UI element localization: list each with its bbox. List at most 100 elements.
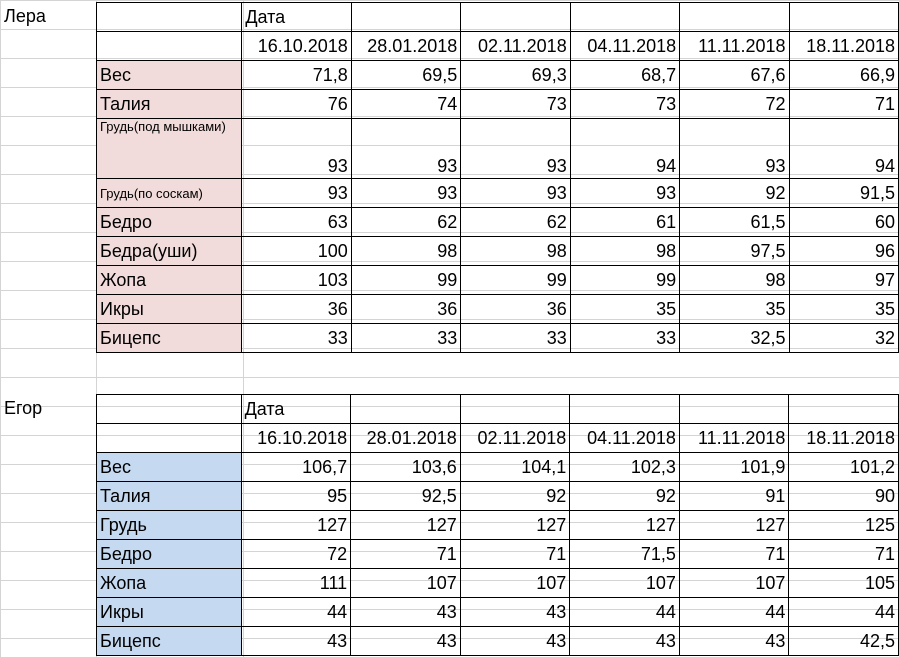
value-cell[interactable]: 69,5 — [350, 60, 462, 90]
value-cell[interactable]: 98 — [350, 236, 462, 266]
value-cell[interactable]: 101,9 — [678, 452, 790, 482]
value-cell[interactable]: 93 — [460, 118, 571, 179]
value-cell[interactable]: 92,5 — [350, 481, 461, 511]
value-cell[interactable]: 90 — [788, 481, 899, 511]
value-cell[interactable]: 127 — [678, 510, 790, 540]
value-cell[interactable]: 61,5 — [679, 207, 790, 237]
value-cell[interactable]: 62 — [350, 207, 462, 237]
date-cell[interactable]: 02.11.2018 — [459, 423, 571, 453]
row-label[interactable]: Грудь — [96, 510, 242, 540]
value-cell[interactable]: 93 — [350, 118, 462, 179]
value-cell[interactable]: 72 — [679, 89, 790, 119]
value-cell[interactable]: 72 — [240, 539, 352, 569]
date-cell[interactable]: 11.11.2018 — [678, 423, 790, 453]
date-cell[interactable]: 02.11.2018 — [460, 31, 571, 61]
value-cell[interactable]: 97,5 — [679, 236, 790, 266]
value-cell[interactable]: 98 — [569, 236, 681, 266]
value-cell[interactable]: 71 — [788, 89, 899, 119]
empty-cell[interactable] — [679, 2, 790, 32]
date-cell[interactable]: 18.11.2018 — [788, 423, 899, 453]
value-cell[interactable]: 71,8 — [241, 60, 352, 90]
value-cell[interactable]: 32,5 — [679, 323, 790, 353]
empty-cell[interactable] — [460, 2, 571, 32]
value-cell[interactable]: 92 — [569, 481, 680, 511]
value-cell[interactable]: 44 — [569, 597, 680, 627]
value-cell[interactable]: 92 — [459, 481, 571, 511]
row-label[interactable]: Бедра(уши) — [95, 236, 243, 266]
value-cell[interactable]: 92 — [679, 178, 790, 208]
row-label[interactable]: Бицепс — [96, 626, 242, 656]
value-cell[interactable]: 101,2 — [788, 452, 899, 482]
value-cell[interactable]: 95 — [240, 481, 352, 511]
egor-name-cell[interactable]: Егор — [4, 398, 43, 418]
value-cell[interactable]: 106,7 — [240, 452, 352, 482]
value-cell[interactable]: 44 — [788, 597, 899, 627]
date-cell[interactable]: 28.01.2018 — [350, 31, 462, 61]
date-cell[interactable]: 04.11.2018 — [569, 423, 680, 453]
value-cell[interactable]: 94 — [788, 118, 899, 179]
value-cell[interactable]: 43 — [459, 626, 571, 656]
value-cell[interactable]: 43 — [459, 597, 571, 627]
value-cell[interactable]: 63 — [241, 207, 352, 237]
row-label[interactable]: Вес — [95, 60, 243, 90]
date-cell[interactable]: 04.11.2018 — [569, 31, 681, 61]
empty-cell[interactable] — [350, 2, 462, 32]
value-cell[interactable]: 44 — [240, 597, 352, 627]
value-cell[interactable]: 71 — [350, 539, 461, 569]
date-cell[interactable]: 16.10.2018 — [241, 31, 352, 61]
value-cell[interactable]: 111 — [240, 568, 352, 598]
row-label[interactable]: Жопа — [96, 568, 242, 598]
empty-cell[interactable] — [95, 31, 243, 61]
row-label[interactable]: Грудь(под мышками) — [95, 118, 243, 179]
value-cell[interactable]: 43 — [569, 626, 680, 656]
value-cell[interactable]: 44 — [678, 597, 790, 627]
value-cell[interactable]: 107 — [350, 568, 461, 598]
value-cell[interactable]: 35 — [788, 294, 899, 324]
value-cell[interactable]: 93 — [241, 178, 352, 208]
value-cell[interactable]: 60 — [788, 207, 899, 237]
value-cell[interactable]: 91,5 — [788, 178, 899, 208]
row-label[interactable]: Жопа — [95, 265, 243, 295]
value-cell[interactable]: 61 — [569, 207, 681, 237]
empty-cell[interactable] — [459, 394, 571, 424]
value-cell[interactable]: 62 — [460, 207, 571, 237]
value-cell[interactable]: 103,6 — [350, 452, 461, 482]
header-date-label[interactable]: Дата — [241, 2, 352, 32]
value-cell[interactable]: 102,3 — [569, 452, 680, 482]
value-cell[interactable]: 104,1 — [459, 452, 571, 482]
value-cell[interactable]: 93 — [241, 118, 352, 179]
value-cell[interactable]: 127 — [240, 510, 352, 540]
value-cell[interactable]: 93 — [460, 178, 571, 208]
value-cell[interactable]: 73 — [569, 89, 681, 119]
value-cell[interactable]: 36 — [241, 294, 352, 324]
value-cell[interactable]: 71,5 — [569, 539, 680, 569]
value-cell[interactable]: 35 — [679, 294, 790, 324]
value-cell[interactable]: 67,6 — [679, 60, 790, 90]
value-cell[interactable]: 99 — [569, 265, 681, 295]
value-cell[interactable]: 98 — [679, 265, 790, 295]
value-cell[interactable]: 33 — [460, 323, 571, 353]
value-cell[interactable]: 93 — [350, 178, 462, 208]
empty-cell[interactable] — [96, 394, 242, 424]
value-cell[interactable]: 100 — [241, 236, 352, 266]
value-cell[interactable]: 43 — [678, 626, 790, 656]
date-cell[interactable]: 16.10.2018 — [240, 423, 352, 453]
value-cell[interactable]: 127 — [350, 510, 461, 540]
row-label[interactable]: Бедро — [95, 207, 243, 237]
value-cell[interactable]: 107 — [678, 568, 790, 598]
value-cell[interactable]: 73 — [460, 89, 571, 119]
empty-cell[interactable] — [95, 2, 243, 32]
value-cell[interactable]: 69,3 — [460, 60, 571, 90]
value-cell[interactable]: 68,7 — [569, 60, 681, 90]
value-cell[interactable]: 42,5 — [788, 626, 899, 656]
value-cell[interactable]: 36 — [350, 294, 462, 324]
row-label[interactable]: Вес — [96, 452, 242, 482]
value-cell[interactable]: 99 — [460, 265, 571, 295]
empty-cell[interactable] — [350, 394, 461, 424]
value-cell[interactable]: 74 — [350, 89, 462, 119]
lera-name-cell[interactable]: Лера — [4, 6, 46, 26]
value-cell[interactable]: 93 — [679, 118, 790, 179]
value-cell[interactable]: 127 — [569, 510, 680, 540]
value-cell[interactable]: 103 — [241, 265, 352, 295]
